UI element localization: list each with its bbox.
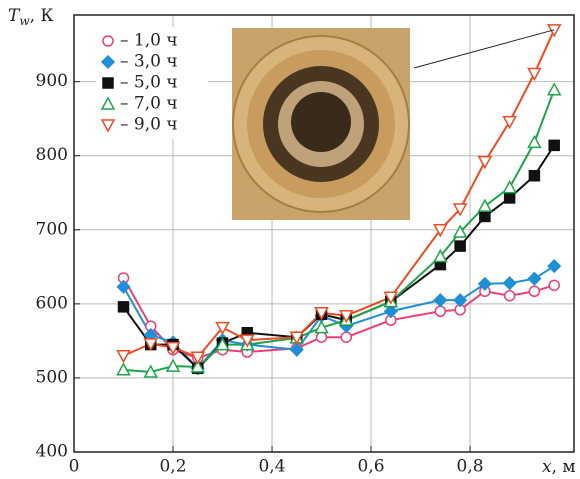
marker (240, 334, 255, 348)
x-tick-label: 0,4 (258, 457, 285, 477)
legend-marker (100, 119, 116, 133)
marker (289, 342, 304, 357)
marker (546, 82, 562, 96)
marker (339, 309, 354, 324)
marker (502, 115, 517, 130)
marker (383, 304, 398, 319)
marker (143, 338, 158, 352)
y-tick-label: 400 (36, 442, 68, 462)
legend-label: – 5,0 ч (120, 73, 178, 93)
marker (502, 276, 517, 291)
marker (547, 259, 562, 274)
marker (477, 155, 493, 170)
marker (315, 331, 328, 343)
y-tick-label: 500 (36, 367, 68, 387)
marker (143, 364, 158, 378)
marker (527, 271, 542, 286)
marker (433, 293, 448, 308)
marker (116, 362, 131, 376)
series-line (123, 29, 556, 359)
series-line (122, 144, 556, 370)
marker (548, 279, 560, 292)
legend-label: – 9,0 ч (120, 115, 178, 135)
x-tick-label: 0,8 (457, 457, 484, 477)
inset-photo (232, 28, 410, 220)
marker (190, 359, 206, 373)
marker (433, 224, 448, 238)
marker (479, 210, 491, 223)
series-line (122, 277, 555, 359)
marker (527, 134, 542, 149)
marker (289, 331, 305, 345)
legend: – 1,0 ч– 3,0 ч– 5,0 ч– 7,0 ч– 9,0 ч (96, 27, 208, 139)
marker (117, 301, 130, 313)
marker (477, 198, 493, 212)
x-label-unit: , м (552, 457, 576, 477)
marker (383, 291, 399, 305)
marker (452, 203, 468, 217)
x-label-symbol: x (542, 457, 552, 477)
y-tick-label: 900 (36, 71, 68, 91)
marker (116, 349, 131, 364)
marker (527, 67, 542, 82)
x-label: x, м (542, 457, 576, 477)
photo-core (291, 92, 351, 152)
legend-marker (100, 96, 116, 110)
marker (502, 180, 517, 194)
y-tick-label: 600 (36, 293, 68, 313)
marker (528, 285, 541, 298)
y-tick-label: 700 (36, 219, 68, 239)
marker (528, 169, 541, 182)
x-tick-label: 0 (69, 457, 80, 477)
marker (433, 248, 448, 263)
y-label-symbol: T (8, 6, 21, 26)
legend-marker (100, 54, 116, 70)
x-tick-label: 0,6 (358, 457, 385, 477)
legend-marker (102, 35, 114, 47)
x-tick-label: 0,2 (159, 457, 186, 477)
marker (503, 192, 516, 204)
marker (454, 240, 466, 252)
marker (434, 305, 447, 318)
y-label-unit: , К (30, 6, 54, 26)
marker (165, 341, 181, 356)
marker (503, 289, 516, 302)
marker (215, 321, 230, 336)
marker (314, 307, 329, 321)
photo-pointer (413, 29, 555, 69)
marker (190, 351, 206, 365)
marker (165, 358, 181, 372)
legend-label: – 1,0 ч (120, 31, 178, 51)
series-line (123, 89, 556, 374)
marker (340, 331, 353, 343)
marker (477, 276, 492, 291)
legend-label: – 7,0 ч (120, 94, 178, 114)
marker (452, 224, 468, 238)
y-tick-label: 800 (36, 145, 68, 165)
legend-marker (102, 77, 114, 89)
y-label: Tw, К (8, 6, 54, 28)
marker (215, 337, 230, 351)
marker (453, 293, 468, 308)
plot-frame (73, 14, 575, 453)
marker (314, 319, 329, 334)
legend-label: – 3,0 ч (120, 52, 178, 72)
y-label-subscript: w (19, 14, 30, 28)
marker (116, 279, 131, 294)
marker (548, 139, 560, 152)
